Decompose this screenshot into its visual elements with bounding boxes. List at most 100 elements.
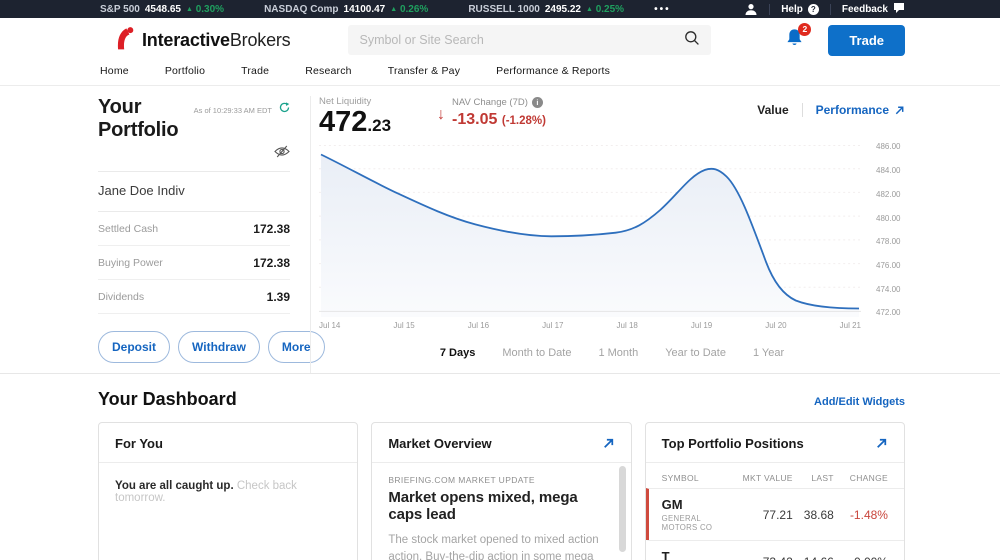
y-tick: 476.00 <box>876 261 901 271</box>
expand-arrow-icon[interactable] <box>602 437 615 450</box>
net-liquidity-value: 472.23 <box>319 106 392 138</box>
up-triangle-icon: ▲ <box>186 5 193 13</box>
ticker-russell[interactable]: RUSSELL 1000 2495.22 ▲ 0.25% <box>468 4 624 15</box>
symbol: T <box>661 549 670 560</box>
account-person-icon[interactable] <box>744 3 758 16</box>
primary-nav: Home Portfolio Trade Research Transfer &… <box>0 62 1000 86</box>
for-you-widget: For You You are all caught up. Check bac… <box>98 422 359 560</box>
divider <box>769 3 771 15</box>
dashboard-section: Your Dashboard Add/Edit Widgets For You … <box>0 373 1000 560</box>
brand-wordmark: InteractiveBrokers <box>142 29 291 50</box>
nav-home[interactable]: Home <box>100 64 129 77</box>
ticker-nasdaq[interactable]: NASDAQ Comp 14100.47 ▲ 0.26% <box>264 4 428 15</box>
net-liquidity-chart[interactable]: Jul 14 Jul 15 Jul 16 Jul 17 Jul 18 Jul 1… <box>319 142 905 331</box>
x-tick: Jul 20 <box>765 321 787 331</box>
for-you-message: You are all caught up. Check back tomorr… <box>115 480 297 505</box>
y-tick: 472.00 <box>876 308 901 318</box>
help-link[interactable]: Help ? <box>781 3 819 15</box>
portfolio-section: Your Portfolio As of 10:29:33 AM EDT Jan… <box>0 86 1000 374</box>
notifications-bell[interactable]: 2 <box>785 22 812 53</box>
ticker-label: S&P 500 <box>100 3 140 15</box>
widget-title: For You <box>115 436 163 452</box>
y-tick: 480.00 <box>876 213 901 223</box>
site-search[interactable] <box>348 25 712 55</box>
y-tick: 474.00 <box>876 284 901 294</box>
company-name: GENERAL MOTORS CO <box>661 514 713 533</box>
divider <box>829 3 831 15</box>
range-1-year[interactable]: 1 Year <box>752 347 785 360</box>
ticker-sp500[interactable]: S&P 500 4548.65 ▲ 0.30% <box>100 4 224 15</box>
deposit-button[interactable]: Deposit <box>98 331 171 363</box>
more-button[interactable]: More <box>267 331 325 363</box>
top-positions-widget: Top Portfolio Positions SYMBOL MKT VALUE… <box>644 422 905 560</box>
withdraw-button[interactable]: Withdraw <box>178 331 260 363</box>
ticker-more-button[interactable]: ••• <box>654 3 671 15</box>
divider <box>801 103 803 117</box>
position-row-t[interactable]: T AT&T INC 73.42 14.66 0.00% <box>645 540 904 560</box>
external-link-arrow-icon <box>894 105 905 116</box>
area-chart-svg <box>319 145 861 318</box>
ticker-utility-links: Help ? Feedback <box>744 2 905 17</box>
mkt-value: 73.42 <box>736 555 793 560</box>
ticker-change: ▲ 0.25% <box>586 3 625 15</box>
ticker-change: ▲ 0.26% <box>390 3 429 15</box>
news-headline[interactable]: Market opens mixed, mega caps lead <box>388 489 578 524</box>
bell-icon <box>785 28 804 52</box>
x-tick: Jul 16 <box>467 321 490 331</box>
portfolio-summary-panel: Your Portfolio As of 10:29:33 AM EDT Jan… <box>98 96 325 373</box>
nav-trade[interactable]: Trade <box>241 64 270 77</box>
expand-arrow-icon[interactable] <box>875 437 888 450</box>
search-input[interactable] <box>359 33 685 47</box>
ticker-value: 14100.47 <box>343 3 386 15</box>
range-year-to-date[interactable]: Year to Date <box>665 347 726 360</box>
ticker-label: RUSSELL 1000 <box>468 3 540 15</box>
hide-values-eye-slash-icon[interactable] <box>274 145 290 163</box>
range-7-days[interactable]: 7 Days <box>439 347 476 360</box>
refresh-icon[interactable] <box>279 100 290 118</box>
net-liquidity-label: Net Liquidity <box>319 96 372 107</box>
news-source-eyebrow: BRIEFING.COM MARKET UPDATE <box>388 475 535 486</box>
widget-title: Market Overview <box>388 436 492 452</box>
range-month-to-date[interactable]: Month to Date <box>502 347 572 360</box>
ticker-change: ▲ 0.30% <box>186 3 225 15</box>
market-ticker-bar: S&P 500 4548.65 ▲ 0.30% NASDAQ Comp 1410… <box>0 0 1000 18</box>
nav-transfer-pay[interactable]: Transfer & Pay <box>387 64 461 77</box>
view-performance-link[interactable]: Performance <box>816 103 905 117</box>
market-overview-widget: Market Overview BRIEFING.COM MARKET UPDA… <box>371 422 632 560</box>
add-edit-widgets-link[interactable]: Add/Edit Widgets <box>814 396 905 409</box>
range-1-month[interactable]: 1 Month <box>598 347 639 360</box>
nav-change-label: NAV Change (7D) <box>452 97 528 108</box>
nav-portfolio[interactable]: Portfolio <box>164 64 206 77</box>
change-percent: -1.48% <box>849 507 888 522</box>
change-percent: 0.00% <box>834 555 888 560</box>
last-price: 14.66 <box>793 555 834 560</box>
y-tick: 482.00 <box>876 189 901 199</box>
view-value-tab[interactable]: Value <box>757 103 789 117</box>
y-tick: 478.00 <box>876 237 901 247</box>
y-tick: 484.00 <box>876 166 901 176</box>
dashboard-title: Your Dashboard <box>98 389 237 410</box>
last-price: 38.68 <box>803 507 834 522</box>
summary-row-settled-cash: Settled Cash 172.38 <box>98 212 290 246</box>
position-row-gm[interactable]: GM GENERAL MOTORS CO 77.21 38.68 -1.48% <box>645 488 904 541</box>
x-tick: Jul 17 <box>542 321 564 331</box>
app-header: InteractiveBrokers 2 Trade <box>0 18 1000 62</box>
account-name[interactable]: Jane Doe Indiv <box>98 172 290 212</box>
nav-performance-reports[interactable]: Performance & Reports <box>496 64 611 77</box>
info-icon[interactable]: i <box>531 97 543 108</box>
x-tick: Jul 15 <box>393 321 415 331</box>
news-body: The stock market opened to mixed action … <box>388 534 599 560</box>
trade-button[interactable]: Trade <box>828 24 905 56</box>
x-tick: Jul 14 <box>319 321 341 331</box>
nav-research[interactable]: Research <box>305 64 352 77</box>
ibkr-logo[interactable]: InteractiveBrokers <box>115 25 291 56</box>
search-icon[interactable] <box>684 30 700 51</box>
ibkr-logo-icon <box>115 25 136 56</box>
nav-change-value: -13.05 <box>452 111 498 128</box>
feedback-link[interactable]: Feedback <box>842 2 905 17</box>
notification-count-badge: 2 <box>798 22 812 36</box>
as-of-timestamp: As of 10:29:33 AM EDT <box>193 106 272 115</box>
portfolio-chart-panel: Net Liquidity 472.23 ↓ NAV Change (7D) i… <box>310 96 905 374</box>
x-tick: Jul 18 <box>616 321 638 331</box>
scrollbar-thumb[interactable] <box>618 466 626 553</box>
